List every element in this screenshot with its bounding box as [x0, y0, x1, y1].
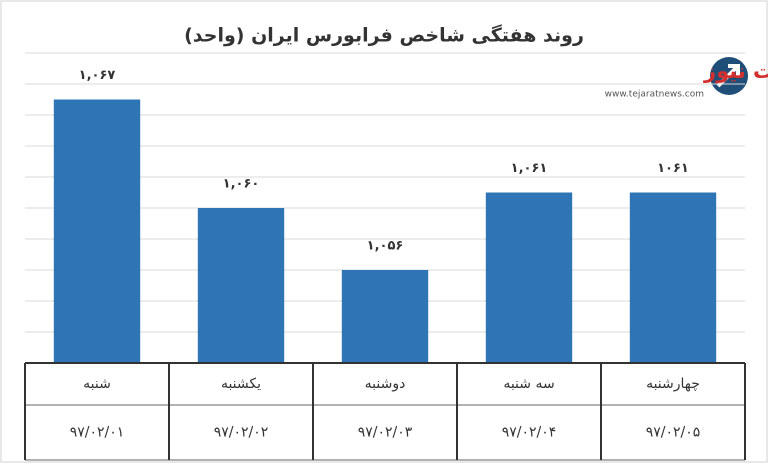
chart-title: روند هفتگی شاخص فرابورس ایران (واحد) — [184, 24, 584, 47]
x-tick-label: سه شنبه — [503, 376, 554, 392]
date-label: ۹۷/۰۲/۰۱ — [70, 425, 125, 441]
bar — [629, 192, 717, 363]
date-label: ۹۷/۰۲/۰۳ — [358, 425, 413, 441]
date-label: ۹۷/۰۲/۰۵ — [646, 425, 701, 441]
bar — [197, 208, 285, 363]
value-label: ۱,۰۵۶ — [367, 239, 404, 254]
bar — [341, 270, 429, 363]
logo-url: www.tejaratnews.com — [605, 90, 704, 100]
value-label: ۱,۰۶۱ — [511, 161, 548, 176]
date-label: ۹۷/۰۲/۰۴ — [502, 425, 557, 441]
logo: تجارت نیوز www.tejaratnews.com — [572, 52, 768, 102]
logo-arrow — [716, 64, 740, 88]
bar — [53, 99, 141, 363]
value-label: ۱,۰۶۷ — [79, 68, 116, 83]
x-tick-label: شنبه — [83, 376, 111, 392]
value-label: ۱۰۶۱ — [657, 161, 689, 176]
x-tick-label: دوشنبه — [365, 376, 406, 392]
bar — [485, 192, 573, 363]
value-label: ۱,۰۶۰ — [223, 177, 260, 192]
x-tick-label: چهارشنبه — [646, 376, 700, 392]
date-label: ۹۷/۰۲/۰۲ — [214, 425, 269, 441]
x-tick-label: یکشنبه — [221, 376, 261, 392]
logo-name: تجارت نیوز — [703, 59, 768, 83]
